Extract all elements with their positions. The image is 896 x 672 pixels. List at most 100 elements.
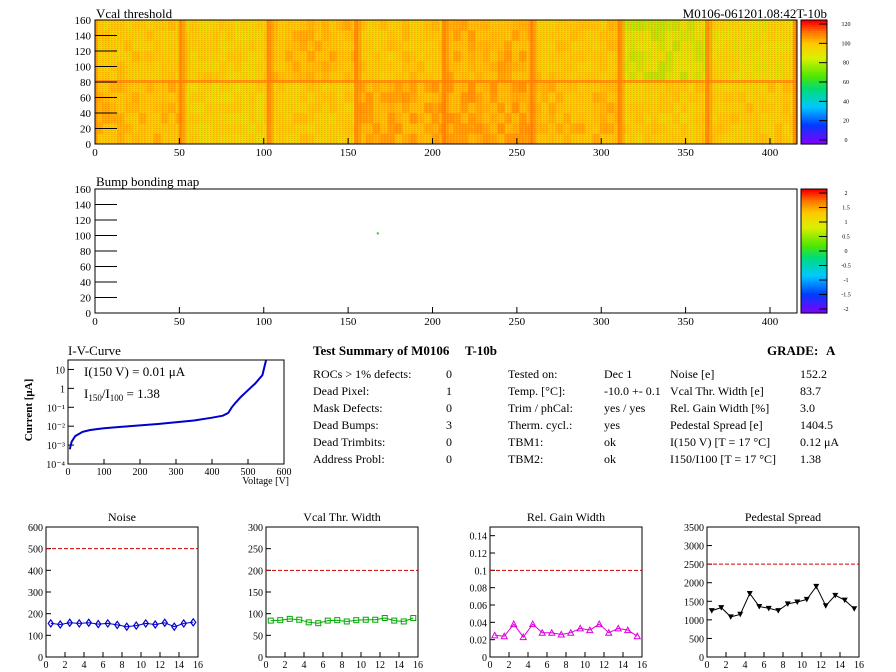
y-tick-label: 0 xyxy=(699,653,704,664)
data-point xyxy=(708,608,715,614)
palette-band xyxy=(801,284,827,287)
y-tick-label: 100 xyxy=(75,62,92,74)
small-chart-noise: Noise 0 2 4 6 8 10 12 14 16 0 100 200 300 400 500 600 xyxy=(28,510,203,671)
palette-tick-label: -2 xyxy=(844,307,849,313)
condition-value: ok xyxy=(604,452,616,466)
data-point xyxy=(775,608,782,614)
x-tick-label: 400 xyxy=(762,316,779,328)
x-tick-label: 16 xyxy=(854,660,864,671)
y-tick-label: 0.1 xyxy=(475,566,488,577)
palette-band xyxy=(801,246,827,250)
x-tick-label: 0 xyxy=(264,660,269,671)
iv-ylabel: Current [μA] xyxy=(23,379,35,442)
bump-bonding-marks xyxy=(376,232,379,235)
y-tick-label: 1000 xyxy=(684,616,704,627)
x-tick-label: 6 xyxy=(101,660,106,671)
data-point xyxy=(851,606,858,612)
x-tick-label: 10 xyxy=(136,660,146,671)
palette-band xyxy=(801,96,827,100)
palette-tick-label: 100 xyxy=(842,41,851,47)
palette-band xyxy=(801,38,827,42)
summary-title: Test Summary of M0106 xyxy=(313,343,450,358)
result-label: I150/I100 [T = 17 °C] xyxy=(670,452,776,466)
data-point xyxy=(95,619,102,629)
x-tick-label: 2 xyxy=(283,660,288,671)
palette-band xyxy=(801,197,827,200)
palette-band xyxy=(801,244,827,248)
y-tick-label: 40 xyxy=(80,277,92,289)
y-tick-label: 80 xyxy=(80,246,92,258)
x-tick-label: 4 xyxy=(526,660,531,671)
data-point xyxy=(362,616,369,623)
palette-band xyxy=(801,304,827,308)
palette-band xyxy=(801,240,827,244)
defect-label: Dead Trimbits: xyxy=(313,435,385,449)
x-tick-label: 150 xyxy=(340,316,357,328)
condition-value: ok xyxy=(604,435,616,449)
data-point xyxy=(604,628,613,636)
y-tick-label: 0.06 xyxy=(470,601,488,612)
defect-value: 0 xyxy=(446,435,452,449)
data-point xyxy=(500,632,509,640)
palette-band xyxy=(801,228,827,231)
y-tick-label: 120 xyxy=(75,215,92,227)
palette-band xyxy=(801,294,827,298)
x-tick-label: 50 xyxy=(174,316,186,328)
small-chart-title: Rel. Gain Width xyxy=(527,510,605,524)
data-point xyxy=(528,620,537,628)
palette-band xyxy=(801,288,827,291)
small-chart-frame xyxy=(265,526,419,658)
x-tick-label: 14 xyxy=(835,660,845,671)
data-point xyxy=(623,626,632,634)
y-tick-label: 500 xyxy=(689,634,704,645)
y-tick-label: 300 xyxy=(248,523,263,534)
x-tick-label: 16 xyxy=(193,660,203,671)
palette-band xyxy=(801,279,827,283)
y-tick-label: 400 xyxy=(28,566,43,577)
data-point xyxy=(822,603,829,609)
y-tick-label: 60 xyxy=(80,93,92,105)
vcal-threshold-map: Vcal threshold 0 50 100 150 200 250 300 350 4000… xyxy=(75,6,851,159)
x-tick-label: 8 xyxy=(340,660,345,671)
defect-value: 0 xyxy=(446,367,452,381)
palette-band xyxy=(801,234,827,238)
y-tick-label: 0 xyxy=(482,653,487,664)
result-label: Rel. Gain Width [%] xyxy=(670,401,769,415)
iv-y-tick-label: 10⁻² xyxy=(47,422,65,433)
condition-label: TBM1: xyxy=(508,435,543,449)
x-tick-label: 100 xyxy=(256,316,273,328)
y-tick-label: 200 xyxy=(28,610,43,621)
iv-curve-chart: I-V-Curve 0 100 200 300 400 500 600 10⁻⁴ 10⁻³ 10⁻… xyxy=(23,343,292,487)
palette-band xyxy=(801,46,827,50)
palette-band xyxy=(801,86,827,89)
palette-band xyxy=(801,51,827,54)
palette-band xyxy=(801,75,827,79)
palette-band xyxy=(801,300,827,304)
palette-band xyxy=(801,131,827,135)
small-chart-title: Vcal Thr. Width xyxy=(303,510,380,524)
x-tick-label: 300 xyxy=(593,147,610,159)
x-tick-label: 2 xyxy=(724,660,729,671)
palette-band xyxy=(801,257,827,260)
data-point xyxy=(519,633,528,641)
data-point xyxy=(585,626,594,634)
palette-band xyxy=(801,215,827,219)
y-tick-label: 0.08 xyxy=(470,584,488,595)
y-tick-label: 0.12 xyxy=(470,549,488,560)
summary-rows: ROCs > 1% defects: 0 Dead Pixel: 1 Mask Defe… xyxy=(313,367,839,466)
vcal-threshold-axes: 0 50 100 150 200 250 300 350 4000204060801001201… xyxy=(75,15,779,159)
palette-band xyxy=(801,308,827,312)
palette-band xyxy=(801,59,827,62)
iv-curve-title: I-V-Curve xyxy=(68,343,121,358)
data-point xyxy=(47,618,54,628)
y-tick-label: 160 xyxy=(75,184,92,196)
x-tick-label: 10 xyxy=(797,660,807,671)
data-point xyxy=(803,596,810,603)
y-tick-label: 120 xyxy=(75,46,92,58)
defect-label: Dead Pixel: xyxy=(313,384,369,398)
data-point xyxy=(633,632,642,640)
palette-band xyxy=(801,226,827,229)
data-point xyxy=(765,605,772,612)
data-point xyxy=(557,630,566,638)
data-point xyxy=(813,583,820,590)
